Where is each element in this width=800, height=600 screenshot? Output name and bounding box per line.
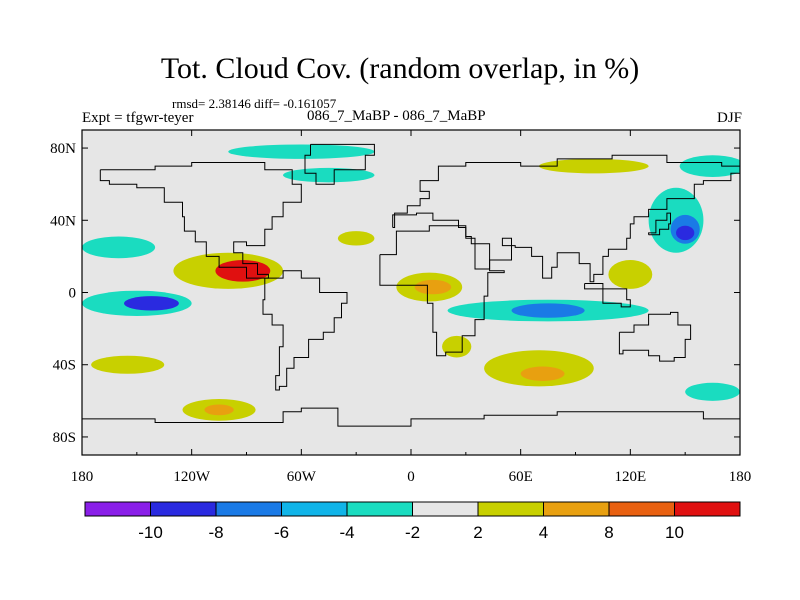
chart-title: Tot. Cloud Cov. (random overlap, in %) — [160, 52, 640, 85]
y-tick-label: 80N — [50, 141, 76, 157]
anomaly-region — [228, 144, 375, 159]
colorbar-box — [281, 501, 348, 517]
anomaly-region — [124, 296, 179, 311]
x-tick-label: 60E — [509, 469, 533, 485]
anomaly-region — [204, 404, 234, 416]
coastline — [82, 407, 740, 427]
colorbar-label: 10 — [665, 523, 684, 542]
colorbar-box — [346, 501, 413, 517]
x-tick-label: 120E — [614, 469, 646, 485]
coastline — [584, 283, 631, 308]
coastline — [618, 311, 692, 362]
colorbar-box — [150, 501, 217, 517]
anomaly-region — [608, 260, 653, 289]
anomaly-region — [82, 236, 156, 259]
anomaly-region — [442, 335, 472, 358]
y-tick-label: 40N — [50, 213, 76, 229]
x-tick-label: 120W — [173, 469, 211, 485]
colorbar-label: 2 — [473, 523, 482, 542]
colorbar-box — [674, 501, 741, 517]
coastline — [304, 143, 375, 185]
colorbar-label: -8 — [208, 523, 223, 542]
coastline — [262, 270, 348, 391]
season-label: DJF — [716, 110, 742, 126]
colorbar-box — [412, 501, 479, 517]
colorbar-label: 4 — [539, 523, 548, 542]
colorbar-label: -4 — [339, 523, 354, 542]
coastline — [99, 162, 302, 279]
anomaly-region — [215, 260, 271, 282]
stats-text: rmsd= 2.38146 diff= -0.161057 — [172, 96, 337, 111]
x-tick-label: 180 — [71, 469, 94, 485]
colorbar-box — [543, 501, 610, 517]
anomaly-region — [538, 158, 649, 174]
y-tick-label: 80S — [53, 430, 76, 446]
anomaly-region — [91, 355, 165, 374]
colorbar-box — [215, 501, 282, 517]
anomaly-region — [679, 155, 740, 177]
coastline — [648, 212, 671, 236]
colorbar: -10 -8 -6 -4 -2 2 4 8 10 — [84, 501, 741, 542]
coastlines — [82, 143, 740, 427]
colorbar-label: 8 — [604, 523, 613, 542]
x-tick-label: 180 — [729, 469, 752, 485]
anomaly-region — [283, 167, 375, 183]
anomaly-region — [520, 366, 565, 381]
coastline — [392, 154, 740, 283]
experiment-name: 086_7_MaBP - 086_7_MaBP — [307, 108, 486, 124]
colorbar-label: -6 — [274, 523, 289, 542]
anomaly-region — [685, 382, 740, 401]
colorbar-box — [608, 501, 675, 517]
experiment-label: Expt = tfgwr-teyer — [82, 110, 194, 126]
anomaly-region — [337, 231, 375, 246]
y-tick-label: 40S — [53, 358, 76, 374]
colorbar-box — [84, 501, 151, 517]
colorbar-box — [477, 501, 544, 517]
colorbar-label: -10 — [138, 523, 163, 542]
axes: 180 120W 60W 0 60E 120E 180 80N 40N 0 40S 80S — [50, 130, 751, 485]
anomaly-region — [414, 279, 452, 295]
anomaly-layer — [82, 144, 740, 421]
anomaly-region — [676, 225, 695, 241]
x-tick-label: 60W — [287, 469, 317, 485]
anomaly-region — [511, 303, 585, 318]
x-tick-label: 0 — [407, 469, 415, 485]
y-tick-label: 0 — [69, 286, 77, 302]
colorbar-label: -2 — [405, 523, 420, 542]
